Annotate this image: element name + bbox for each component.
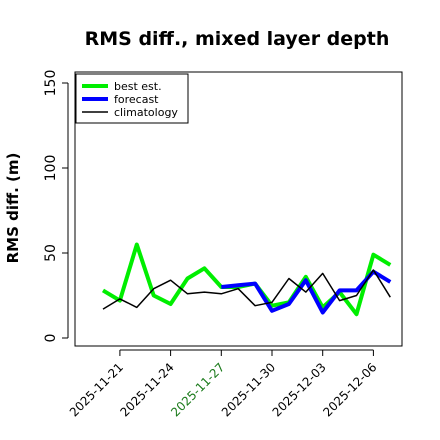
series-forecast xyxy=(221,269,392,315)
plot-area xyxy=(74,71,403,347)
y-axis: 0 50 100 150 xyxy=(43,70,69,343)
chart-title: RMS diff., mixed layer depth xyxy=(85,28,390,50)
y-tick-label: 0 xyxy=(43,334,59,343)
x-tick-label: 2025-12-06 xyxy=(320,360,379,419)
series-layer xyxy=(101,242,392,317)
x-axis: 2025-11-212025-11-242025-11-272025-11-30… xyxy=(67,349,380,419)
series-line xyxy=(102,269,391,310)
y-tick-label: 50 xyxy=(43,244,59,262)
legend-label: climatology xyxy=(114,106,178,119)
y-axis-label: RMS diff. (m) xyxy=(4,153,22,264)
legend-label: best est. xyxy=(114,80,162,93)
y-tick-label: 150 xyxy=(43,70,59,97)
series-climatology xyxy=(102,269,391,310)
legend-label: forecast xyxy=(114,93,159,106)
y-tick-label: 100 xyxy=(43,155,59,182)
series-line xyxy=(101,242,392,317)
series-line xyxy=(221,269,392,315)
series-best-est xyxy=(101,242,392,317)
